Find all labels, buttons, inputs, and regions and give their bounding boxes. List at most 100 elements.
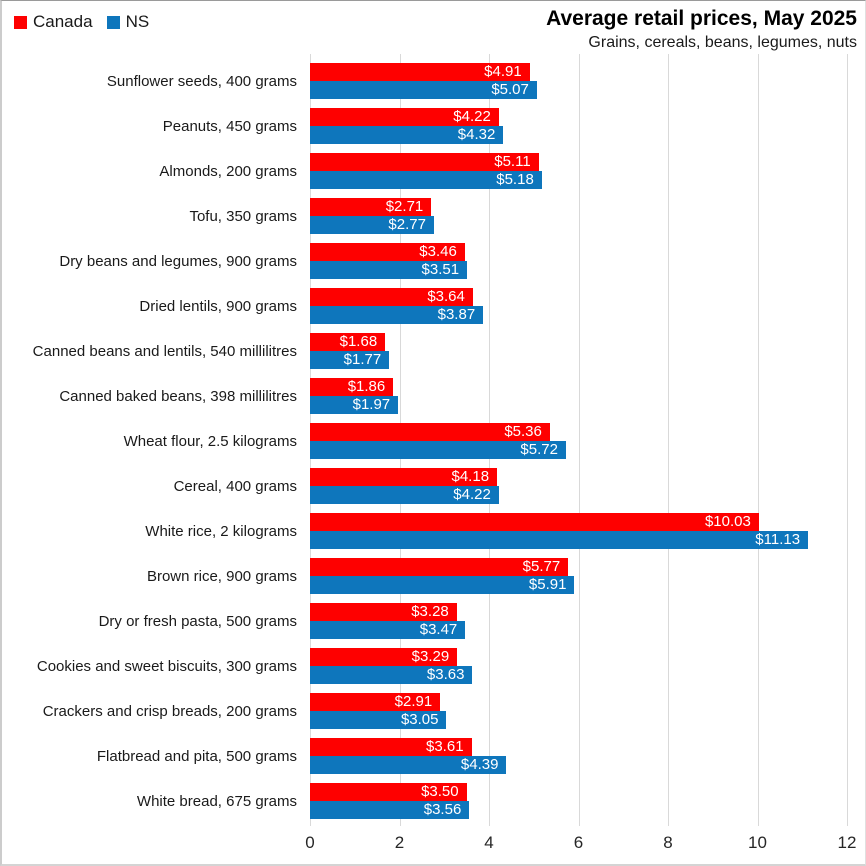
- ns-swatch-icon: [106, 15, 120, 29]
- category-row: Cereal, 400 grams $4.18 $4.22: [2, 468, 865, 513]
- category-label: White rice, 2 kilograms: [145, 522, 297, 540]
- bar-canada: $4.91: [310, 63, 530, 81]
- bar-group: $3.28 $3.47: [310, 603, 865, 639]
- bar-value-label: $4.22: [453, 486, 491, 503]
- bar-value-label: $3.47: [419, 621, 458, 638]
- bar-value-label: $5.07: [491, 81, 529, 98]
- bar-ns: $1.97: [310, 396, 399, 414]
- legend: Canada NS: [14, 12, 149, 32]
- bar-ns: $3.56: [310, 801, 470, 819]
- bar-group: $2.91 $3.05: [310, 693, 865, 729]
- bar-value-label: $4.32: [457, 126, 496, 143]
- category-row: Dry beans and legumes, 900 grams $3.46 $3.…: [2, 243, 865, 288]
- gridline-10: [757, 54, 759, 826]
- category-row: Almonds, 200 grams $5.11 $5.18: [2, 153, 865, 198]
- bar-canada: $1.68: [310, 333, 386, 351]
- bar-canada: $2.71: [310, 198, 432, 216]
- x-tick-label-8: 8: [663, 833, 673, 852]
- bar-value-label: $4.91: [484, 63, 522, 80]
- category-label: Crackers and crisp breads, 200 grams: [42, 702, 297, 720]
- category-label: Dry or fresh pasta, 500 grams: [98, 612, 297, 630]
- bar-value-label: $5.72: [520, 441, 558, 458]
- bar-value-label: $3.61: [426, 738, 464, 755]
- bar-value-label: $1.68: [339, 333, 378, 350]
- gridline-12: [847, 54, 848, 826]
- category-label: Peanuts, 450 grams: [162, 117, 297, 135]
- bar-canada: $3.50: [310, 783, 467, 801]
- legend-label-ns: NS: [125, 12, 150, 31]
- bar-value-label: $2.77: [388, 216, 426, 233]
- bar-value-label: $2.71: [385, 198, 424, 215]
- chart-rows: Sunflower seeds, 400 grams $4.91 $5.07 Pean…: [2, 63, 865, 828]
- bar-value-label: $3.51: [421, 261, 460, 278]
- category-row: Wheat flour, 2.5 kilograms $5.36 $5.72: [2, 423, 865, 468]
- bar-group: $1.86 $1.97: [310, 378, 865, 414]
- bar-value-label: $10.03: [704, 513, 751, 530]
- bar-group: $3.46 $3.51: [310, 243, 865, 279]
- bar-value-label: $3.46: [419, 243, 457, 260]
- bar-group: $2.71 $2.77: [310, 198, 865, 234]
- bar-canada: $3.29: [310, 648, 458, 666]
- bar-value-label: $4.18: [451, 468, 490, 485]
- bar-value-label: $3.56: [423, 801, 462, 818]
- category-label: Wheat flour, 2.5 kilograms: [123, 432, 297, 450]
- category-row: Canned beans and lentils, 540 millilitre…: [2, 333, 865, 378]
- bar-ns: $2.77: [310, 216, 434, 234]
- category-label: Cereal, 400 grams: [173, 477, 297, 495]
- category-label: Dry beans and legumes, 900 grams: [59, 252, 297, 270]
- bar-value-label: $3.50: [421, 783, 459, 800]
- bar-value-label: $1.77: [343, 351, 382, 368]
- category-row: White rice, 2 kilograms $10.03 $11.13: [2, 513, 865, 558]
- title-block: Average retail prices, May 2025 Grains, …: [546, 6, 857, 53]
- bar-ns: $4.32: [310, 126, 504, 144]
- category-row: Tofu, 350 grams $2.71 $2.77: [2, 198, 865, 243]
- bar-value-label: $11.13: [755, 531, 801, 548]
- category-label: White bread, 675 grams: [136, 792, 297, 810]
- bar-value-label: $5.11: [494, 153, 531, 170]
- bar-ns: $5.18: [310, 171, 542, 189]
- bar-ns: $5.72: [310, 441, 566, 459]
- category-label: Dried lentils, 900 grams: [139, 297, 297, 315]
- bar-group: $3.50 $3.56: [310, 783, 865, 819]
- category-label: Flatbread and pita, 500 grams: [96, 747, 297, 765]
- legend-label-canada: Canada: [33, 12, 93, 31]
- category-row: Crackers and crisp breads, 200 grams $2.9…: [2, 693, 865, 738]
- bar-canada: $1.86: [310, 378, 394, 396]
- gridline-8: [668, 54, 669, 826]
- bar-group: $3.64 $3.87: [310, 288, 865, 324]
- x-tick-label-10: 10: [748, 833, 767, 852]
- bar-canada: $3.61: [310, 738, 472, 756]
- bar-ns: $5.07: [310, 81, 537, 99]
- bar-value-label: $2.91: [394, 693, 433, 710]
- legend-item-canada: Canada: [14, 12, 93, 32]
- x-tick-label-12: 12: [837, 833, 857, 852]
- bar-group: $4.91 $5.07: [310, 63, 865, 99]
- category-row: Brown rice, 900 grams $5.77 $5.91: [2, 558, 865, 603]
- chart-subtitle: Grains, cereals, beans, legumes, nuts: [588, 34, 857, 51]
- category-label: Cookies and sweet biscuits, 300 grams: [36, 657, 297, 675]
- bar-value-label: $4.39: [460, 756, 499, 773]
- category-label: Brown rice, 900 grams: [146, 567, 297, 585]
- category-row: Flatbread and pita, 500 grams $3.61 $4.39: [2, 738, 865, 783]
- category-row: Dry or fresh pasta, 500 grams $3.28 $3.47: [2, 603, 865, 648]
- bar-canada: $10.03: [310, 513, 759, 531]
- bar-value-label: $5.18: [496, 171, 534, 188]
- category-row: White bread, 675 grams $3.50 $3.56: [2, 783, 865, 828]
- x-tick-label-6: 6: [573, 833, 584, 852]
- bar-value-label: $3.87: [437, 306, 476, 323]
- bar-ns: $3.87: [310, 306, 484, 324]
- bar-ns: $3.05: [310, 711, 447, 729]
- bar-value-label: $1.97: [352, 396, 391, 413]
- bar-group: $4.22 $4.32: [310, 108, 865, 144]
- bar-value-label: $5.36: [504, 423, 542, 440]
- category-label: Canned baked beans, 398 millilitres: [59, 387, 297, 405]
- bar-group: $3.61 $4.39: [310, 738, 865, 774]
- bar-ns: $3.63: [310, 666, 473, 684]
- bar-group: $5.36 $5.72: [310, 423, 865, 459]
- bar-canada: $4.22: [310, 108, 499, 126]
- x-tick-label-4: 4: [484, 833, 494, 852]
- category-label: Almonds, 200 grams: [159, 162, 297, 180]
- bar-value-label: $5.77: [522, 558, 561, 575]
- bar-group: $5.11 $5.18: [310, 153, 865, 189]
- category-row: Cookies and sweet biscuits, 300 grams $3.…: [2, 648, 865, 693]
